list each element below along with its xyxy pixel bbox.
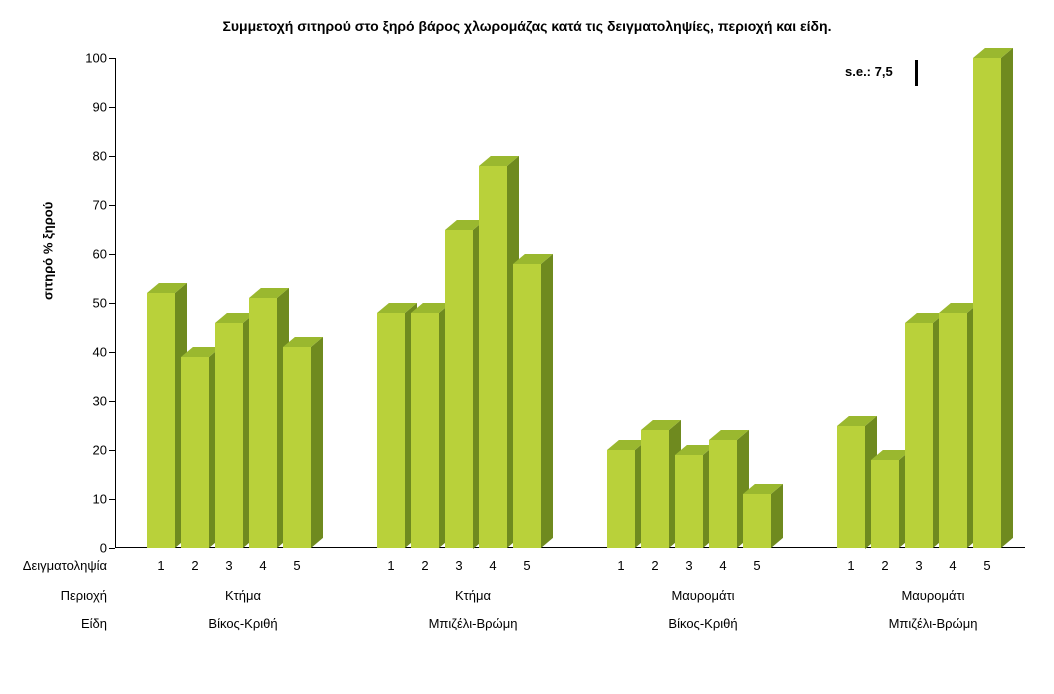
y-tick-label: 100 [67, 51, 107, 66]
y-tick-label: 60 [67, 247, 107, 262]
x-sample-label: 5 [523, 558, 530, 573]
y-tick-label: 0 [67, 541, 107, 556]
y-tick [109, 352, 115, 353]
row-header-label: Είδη [0, 616, 115, 631]
species-label: Βίκος-Κριθή [668, 616, 737, 631]
species-label: Βίκος-Κριθή [208, 616, 277, 631]
region-label: Κτήμα [225, 588, 261, 603]
x-sample-label: 3 [225, 558, 232, 573]
se-annotation-bar [915, 60, 918, 86]
y-axis-line [115, 58, 116, 548]
y-tick [109, 303, 115, 304]
row-header-label: Δειγματοληψία [0, 558, 115, 573]
x-sample-label: 2 [651, 558, 658, 573]
x-sample-label: 3 [915, 558, 922, 573]
x-sample-label: 2 [421, 558, 428, 573]
y-tick [109, 450, 115, 451]
y-tick [109, 499, 115, 500]
x-sample-label: 1 [617, 558, 624, 573]
y-tick-label: 80 [67, 149, 107, 164]
x-sample-label: 4 [719, 558, 726, 573]
bar [283, 337, 323, 548]
bar [973, 48, 1013, 548]
bar [743, 484, 783, 548]
y-tick [109, 401, 115, 402]
y-tick-label: 10 [67, 492, 107, 507]
region-label: Μαυρομάτι [901, 588, 964, 603]
x-sample-label: 3 [685, 558, 692, 573]
plot-region [115, 58, 1025, 548]
region-label: Κτήμα [455, 588, 491, 603]
x-sample-label: 2 [881, 558, 888, 573]
y-tick-label: 40 [67, 345, 107, 360]
x-sample-label: 4 [259, 558, 266, 573]
x-sample-label: 1 [387, 558, 394, 573]
y-tick [109, 107, 115, 108]
y-tick [109, 254, 115, 255]
y-tick-label: 50 [67, 296, 107, 311]
y-tick [109, 548, 115, 549]
x-sample-label: 5 [753, 558, 760, 573]
region-label: Μαυρομάτι [671, 588, 734, 603]
x-sample-label: 5 [983, 558, 990, 573]
x-sample-label: 4 [949, 558, 956, 573]
se-annotation-text: s.e.: 7,5 [845, 64, 893, 79]
y-tick-label: 20 [67, 443, 107, 458]
species-label: Μπιζέλι-Βρώμη [429, 616, 518, 631]
x-sample-label: 4 [489, 558, 496, 573]
y-tick-label: 30 [67, 394, 107, 409]
y-tick [109, 58, 115, 59]
species-label: Μπιζέλι-Βρώμη [889, 616, 978, 631]
x-sample-label: 2 [191, 558, 198, 573]
x-sample-label: 1 [157, 558, 164, 573]
chart-title: Συμμετοχή σιτηρού στο ξηρό βάρος χλωρομά… [0, 18, 1054, 34]
x-sample-label: 5 [293, 558, 300, 573]
y-axis-label: σιτηρό % ξηρού [41, 202, 56, 300]
x-sample-label: 3 [455, 558, 462, 573]
bar [513, 254, 553, 548]
y-tick [109, 156, 115, 157]
x-sample-label: 1 [847, 558, 854, 573]
chart-area [115, 58, 1025, 588]
y-tick-label: 70 [67, 198, 107, 213]
row-header-label: Περιοχή [0, 588, 115, 603]
y-tick-label: 90 [67, 100, 107, 115]
y-tick [109, 205, 115, 206]
